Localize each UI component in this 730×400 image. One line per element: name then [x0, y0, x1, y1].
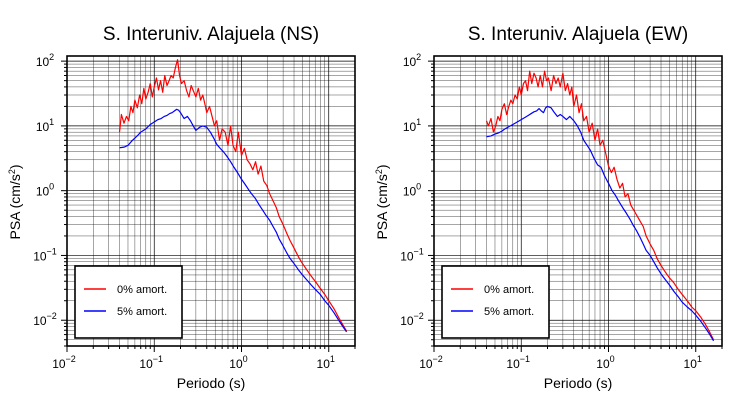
- y-tick-label: 102: [36, 52, 54, 69]
- y-tick-label: 10−1: [33, 246, 57, 263]
- legend: 0% amort. 5% amort.: [74, 265, 183, 339]
- y-tick-label: 10−2: [400, 311, 424, 328]
- y-tick-label: 10−2: [33, 311, 57, 328]
- y-tick-label: 10−1: [400, 246, 424, 263]
- x-tick-label: 101: [317, 354, 335, 371]
- legend-label-0pct: 0% amort.: [484, 284, 534, 296]
- plot-series: [118, 59, 348, 333]
- plot-frame: [66, 55, 356, 347]
- series-line-5pct: [119, 108, 348, 333]
- legend-label-5pct: 5% amort.: [117, 306, 167, 318]
- plot-series: [485, 70, 715, 342]
- y-tick-label: 101: [403, 117, 421, 134]
- series-line-0pct: [118, 59, 348, 332]
- series-line-0pct: [485, 70, 715, 340]
- x-tick-label: 10−1: [139, 354, 163, 371]
- chart-panel-ew: S. Interuniv. Alajuela (EW) Periodo (s) …: [374, 24, 723, 391]
- plot-frame: [433, 55, 723, 347]
- legend-box: [74, 265, 183, 339]
- x-tick-label: 100: [596, 354, 614, 371]
- legend: 0% amort. 5% amort.: [441, 265, 550, 339]
- chart-panel-ns: S. Interuniv. Alajuela (NS) Periodo (s) …: [7, 24, 356, 391]
- y-axis-label: PSA (cm/s2): [374, 164, 390, 239]
- series-line-5pct: [486, 105, 715, 342]
- chart-title: S. Interuniv. Alajuela (EW): [468, 24, 688, 45]
- legend-label-0pct: 0% amort.: [117, 284, 167, 296]
- y-tick-label: 101: [36, 117, 54, 134]
- y-tick-label: 100: [403, 182, 421, 199]
- x-tick-label: 10−2: [52, 354, 76, 371]
- x-tick-label: 10−1: [506, 354, 530, 371]
- x-tick-label: 100: [229, 354, 247, 371]
- y-tick-label: 102: [403, 52, 421, 69]
- legend-box: [441, 265, 550, 339]
- chart-title: S. Interuniv. Alajuela (NS): [103, 24, 319, 45]
- x-tick-label: 10−2: [419, 354, 443, 371]
- x-axis-label: Periodo (s): [544, 375, 612, 391]
- axis-ticks: 10−2 10−1 100 101 10−2 10−1 100 101 102: [400, 52, 723, 371]
- legend-label-5pct: 5% amort.: [484, 306, 534, 318]
- x-tick-label: 101: [684, 354, 702, 371]
- y-axis-label: PSA (cm/s2): [7, 164, 23, 239]
- y-tick-label: 100: [36, 182, 54, 199]
- x-axis-label: Periodo (s): [177, 375, 245, 391]
